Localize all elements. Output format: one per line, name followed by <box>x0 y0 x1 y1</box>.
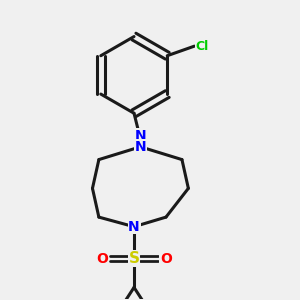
Text: N: N <box>135 140 146 154</box>
Text: N: N <box>128 220 140 234</box>
Text: N: N <box>135 129 146 142</box>
Text: S: S <box>128 251 140 266</box>
Text: O: O <box>96 252 108 266</box>
Text: Cl: Cl <box>196 40 209 52</box>
Text: O: O <box>160 252 172 266</box>
